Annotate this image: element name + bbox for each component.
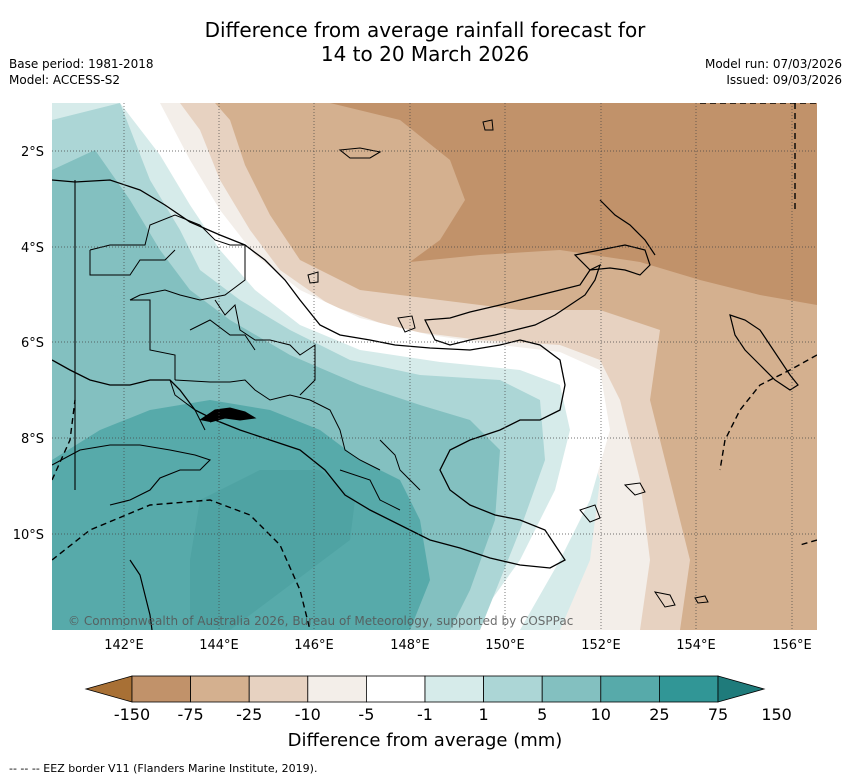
lat-label: 4°S	[21, 241, 44, 256]
map-title: Difference from average rainfall forecas…	[0, 18, 850, 66]
lon-label: 142°E	[104, 638, 144, 653]
field-wet-core	[190, 470, 355, 630]
colorbar-tick: -5	[358, 705, 374, 724]
eez-border-west	[52, 399, 76, 481]
lon-label: 144°E	[199, 638, 239, 653]
lat-labels: 2°S 4°S 6°S 8°S 10°S	[13, 145, 44, 543]
graticule	[52, 103, 817, 630]
eez-border-south	[52, 499, 311, 630]
field-neutral	[120, 103, 610, 630]
small-island-1	[397, 315, 416, 333]
eez-note: -- -- -- EEZ border V11 (Flanders Marine…	[9, 762, 318, 775]
meta-left: Base period: 1981-2018 Model: ACCESS-S2	[9, 56, 154, 88]
issued-date: Issued: 09/03/2026	[726, 73, 842, 87]
lon-label: 152°E	[581, 638, 621, 653]
colorbar-tick: -10	[295, 705, 321, 724]
colorbar-swatch	[248, 675, 309, 703]
bougainville	[729, 314, 799, 391]
base-period: Base period: 1981-2018	[9, 57, 154, 71]
new-ireland-north	[599, 199, 656, 256]
eez-border-southeast	[799, 539, 817, 546]
colorbar-tick: -25	[236, 705, 262, 724]
south-coast	[52, 444, 212, 506]
island-group-2	[653, 591, 676, 608]
colorbar-arrow-high	[717, 675, 766, 703]
colorbar-label: Difference from average (mm)	[287, 730, 563, 751]
manus-island	[338, 147, 382, 159]
mainland-coast	[52, 179, 566, 569]
rainfall-field	[52, 103, 817, 630]
colorbar-tick: -150	[114, 705, 150, 724]
island-group-4	[579, 504, 601, 523]
lon-label: 148°E	[390, 638, 430, 653]
copyright-notice: © Commonwealth of Australia 2026, Bureau…	[68, 614, 574, 628]
title-line-1: Difference from average rainfall forecas…	[204, 18, 646, 42]
colorbar-swatch	[600, 675, 660, 703]
lat-label: 10°S	[13, 528, 44, 543]
lat-label: 8°S	[21, 432, 44, 447]
colorbar-tick: 75	[708, 705, 728, 724]
lat-label: 6°S	[21, 336, 44, 351]
island-group-1	[623, 482, 646, 496]
colorbar-swatch	[483, 675, 543, 703]
lon-labels: 142°E 144°E 146°E 148°E 150°E 152°E 154°…	[104, 638, 812, 653]
small-island-3	[482, 119, 494, 131]
new-ireland-south	[573, 244, 651, 276]
lon-label: 146°E	[294, 638, 334, 653]
colorbar-swatch	[424, 675, 484, 703]
province-boundaries	[89, 214, 421, 511]
colorbar-swatch	[365, 675, 426, 703]
cape-york	[129, 559, 153, 630]
title-line-2: 14 to 20 March 2026	[320, 42, 530, 66]
field-dry-75	[330, 103, 817, 305]
eez-border-east	[719, 354, 817, 471]
meta-right: Model run: 07/03/2026 Issued: 09/03/2026	[705, 56, 842, 88]
colorbar-tick: 150	[761, 705, 792, 724]
new-britain	[424, 263, 602, 346]
colorbar-tick: 10	[591, 705, 611, 724]
colorbar-tick: -1	[417, 705, 433, 724]
colorbar-swatch	[190, 675, 250, 703]
lon-label: 150°E	[485, 638, 525, 653]
colorbar-tick: 1	[479, 705, 489, 724]
model-name: Model: ACCESS-S2	[9, 73, 121, 87]
colorbar-arrow-low	[84, 675, 133, 703]
colorbar-tick: -75	[178, 705, 204, 724]
colorbar-swatch	[541, 675, 602, 703]
lat-label: 2°S	[21, 145, 44, 160]
small-island-2	[307, 271, 319, 284]
lon-label: 154°E	[676, 638, 716, 653]
colorbar-tick: 5	[537, 705, 547, 724]
colorbar	[84, 675, 766, 703]
lon-label: 156°E	[772, 638, 812, 653]
fly-delta	[199, 407, 257, 423]
colorbar-swatch	[131, 675, 191, 703]
model-run: Model run: 07/03/2026	[704, 57, 842, 71]
colorbar-swatch	[307, 675, 367, 703]
colorbar-swatch	[659, 675, 719, 703]
island-group-3	[694, 595, 709, 604]
colorbar-tick: 25	[649, 705, 669, 724]
colorbar-tick-labels: -150 -75 -25 -10 -5 -1 1 5 10 25 75 150	[114, 705, 792, 724]
